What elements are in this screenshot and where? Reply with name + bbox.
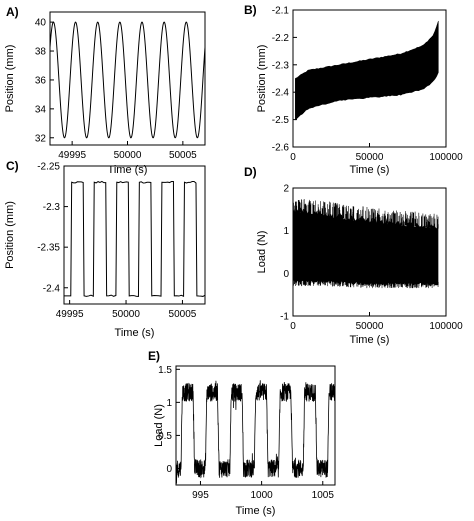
panel-d-label: D) bbox=[244, 165, 257, 179]
panel-d-y-tick-label: 0 bbox=[283, 269, 289, 280]
panel-e: E) 995 1000 1005 0 0.5 1 1.5 Time (s) Load (N… bbox=[148, 349, 336, 517]
panel-c-x-tick-label: 50000 bbox=[112, 309, 140, 320]
panel-d-y-tick-label: 2 bbox=[283, 184, 289, 195]
panel-e-frame bbox=[175, 365, 336, 486]
panel-b-series-area bbox=[295, 20, 439, 121]
panel-c-y-tick-label: -2.3 bbox=[43, 202, 61, 213]
panel-a-y-tick-label: 36 bbox=[35, 75, 47, 86]
panel-a-x-tick-label: 50000 bbox=[114, 150, 142, 161]
panel-b-y-tick-label: -2.3 bbox=[272, 60, 290, 71]
panel-a-x-label: Time (s) bbox=[108, 164, 148, 176]
panel-e-x-tick-label: 1000 bbox=[250, 490, 273, 501]
panel-e-y-tick-label: 1 bbox=[166, 398, 172, 409]
panel-e-series-line bbox=[175, 380, 336, 484]
panel-b-x-tick-label: 0 bbox=[290, 152, 296, 163]
panel-e-label: E) bbox=[148, 349, 160, 363]
panel-d-x-tick-label: 0 bbox=[290, 321, 296, 332]
panel-c-x-tick-label: 49995 bbox=[56, 309, 84, 320]
panel-e-x-tick-label: 1005 bbox=[312, 490, 335, 501]
panel-b-y-ticks: -2.1 -2.2 -2.3 -2.4 -2.5 -2.6 bbox=[272, 6, 297, 154]
panel-c-y-tick-label: -2.25 bbox=[37, 162, 60, 173]
panel-a-y-tick-label: 34 bbox=[35, 104, 47, 115]
panel-c-x-tick-label: 50005 bbox=[169, 309, 197, 320]
panel-c-x-ticks: 49995 50000 50005 bbox=[56, 300, 197, 320]
panel-d-x-label: Time (s) bbox=[350, 334, 390, 346]
panel-b-y-tick-label: -2.1 bbox=[272, 6, 290, 17]
panel-a-series-line bbox=[49, 21, 206, 139]
panel-b-x-label: Time (s) bbox=[350, 164, 390, 176]
panel-d-y-tick-label: 1 bbox=[283, 226, 289, 237]
panel-e-x-tick-label: 995 bbox=[192, 490, 209, 501]
panel-a-y-tick-label: 40 bbox=[35, 18, 47, 29]
panel-e-x-ticks: 995 1000 1005 bbox=[192, 481, 334, 501]
panel-e-y-ticks: 0 0.5 1 1.5 bbox=[158, 365, 180, 475]
panel-c-frame bbox=[63, 165, 206, 305]
panel-c-x-label: Time (s) bbox=[115, 327, 155, 339]
panel-a-x-tick-label: 49995 bbox=[58, 150, 86, 161]
panel-a-y-ticks: 32 34 36 38 40 bbox=[35, 18, 54, 144]
panel-c-y-label: Position (mm) bbox=[4, 201, 16, 269]
panel-e-y-label: Load (N) bbox=[153, 404, 165, 447]
panel-d-y-ticks: -1 0 1 2 bbox=[280, 184, 297, 323]
panel-c-y-tick-label: -2.4 bbox=[43, 283, 61, 294]
panel-a-y-tick-label: 38 bbox=[35, 47, 47, 58]
panel-b-y-label: Position (mm) bbox=[256, 45, 268, 113]
panel-c-label: C) bbox=[6, 159, 19, 173]
panel-b-x-ticks: 0 50000 100000 bbox=[290, 143, 463, 163]
panel-a: A) 49995 50000 50005 32 34 36 38 40 Time (s) P… bbox=[4, 5, 206, 176]
panel-c: C) 49995 50000 50005 -2.25 -2.3 -2.35 -2.4 Ti… bbox=[4, 159, 206, 339]
panel-b-y-tick-label: -2.4 bbox=[272, 88, 290, 99]
panel-a-label: A) bbox=[6, 5, 19, 19]
panel-c-y-tick-label: -2.35 bbox=[37, 243, 60, 254]
panel-c-y-ticks: -2.25 -2.3 -2.35 -2.4 bbox=[37, 162, 68, 294]
panel-d-x-tick-label: 100000 bbox=[429, 321, 463, 332]
panel-b-y-tick-label: -2.6 bbox=[272, 143, 290, 154]
panel-e-y-tick-label: 1.5 bbox=[158, 365, 172, 376]
panel-d-x-ticks: 0 50000 100000 bbox=[290, 312, 463, 332]
panel-a-x-tick-label: 50005 bbox=[169, 150, 197, 161]
panel-e-x-label: Time (s) bbox=[236, 505, 276, 517]
panel-b-x-tick-label: 50000 bbox=[356, 152, 384, 163]
panel-d-x-tick-label: 50000 bbox=[356, 321, 384, 332]
panel-c-series-line bbox=[64, 180, 206, 298]
panel-d-y-tick-label: -1 bbox=[280, 312, 289, 323]
panel-e-y-tick-label: 0 bbox=[166, 464, 172, 475]
panel-b-y-tick-label: -2.5 bbox=[272, 115, 290, 126]
panel-b: B) 0 50000 100000 -2.1 -2.2 -2.3 -2.4 -2.5 -2.6… bbox=[244, 3, 463, 176]
panel-a-y-tick-label: 32 bbox=[35, 133, 47, 144]
panel-d-series-area bbox=[293, 208, 439, 286]
panel-d-y-label: Load (N) bbox=[256, 231, 268, 274]
panel-a-y-label: Position (mm) bbox=[4, 45, 16, 113]
panel-b-x-tick-label: 100000 bbox=[429, 152, 463, 163]
panel-b-label: B) bbox=[244, 3, 257, 17]
panel-a-x-ticks: 49995 50000 50005 bbox=[58, 141, 197, 161]
panel-e-y-tick-label: 0.5 bbox=[158, 431, 172, 442]
panel-d-spikes bbox=[292, 199, 439, 289]
panel-b-y-tick-label: -2.2 bbox=[272, 33, 290, 44]
